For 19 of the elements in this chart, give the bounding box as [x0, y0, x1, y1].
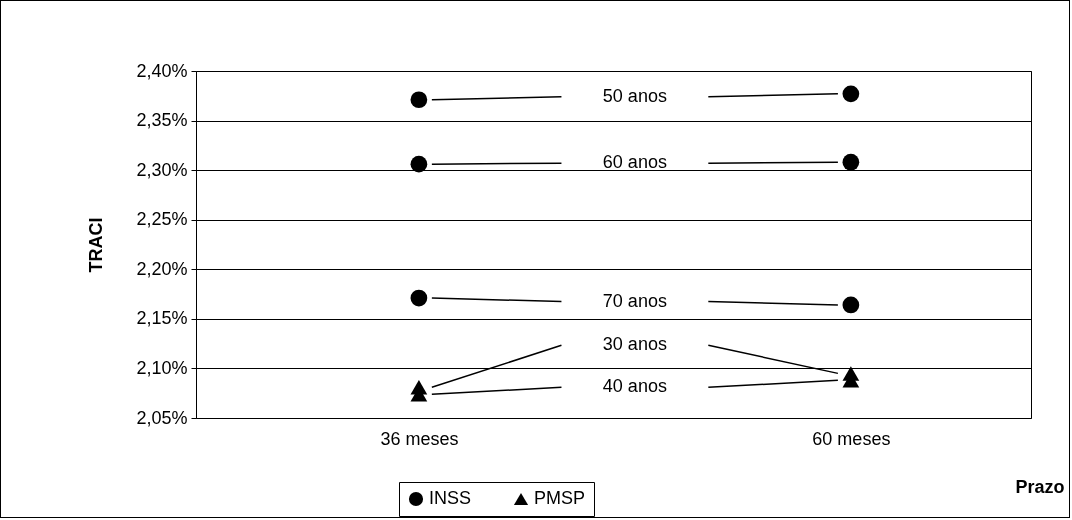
annotation: 50 anos [602, 85, 667, 106]
annotation: 40 anos [602, 376, 667, 397]
legend-label: INSS [429, 488, 472, 508]
annotation: 70 anos [602, 290, 667, 311]
y-tick-label: 2,40% [136, 60, 188, 81]
annotation: 60 anos [602, 152, 667, 173]
y-tick-label: 2,30% [136, 159, 188, 180]
y-tick-label: 2,15% [136, 308, 188, 329]
x-tick-label: 36 meses [380, 428, 459, 449]
y-tick-label: 2,10% [136, 357, 188, 378]
y-tick-label: 2,20% [136, 258, 188, 279]
y-tick-label: 2,05% [136, 407, 188, 428]
y-axis-title: TRACI [86, 217, 107, 273]
annotation: 30 anos [602, 334, 667, 355]
legend-label: PMSP [534, 488, 586, 508]
y-tick-label: 2,35% [136, 110, 188, 131]
x-tick-label: 60 meses [812, 428, 891, 449]
y-tick-label: 2,25% [136, 209, 188, 230]
x-axis-title: Prazo [1015, 476, 1065, 497]
